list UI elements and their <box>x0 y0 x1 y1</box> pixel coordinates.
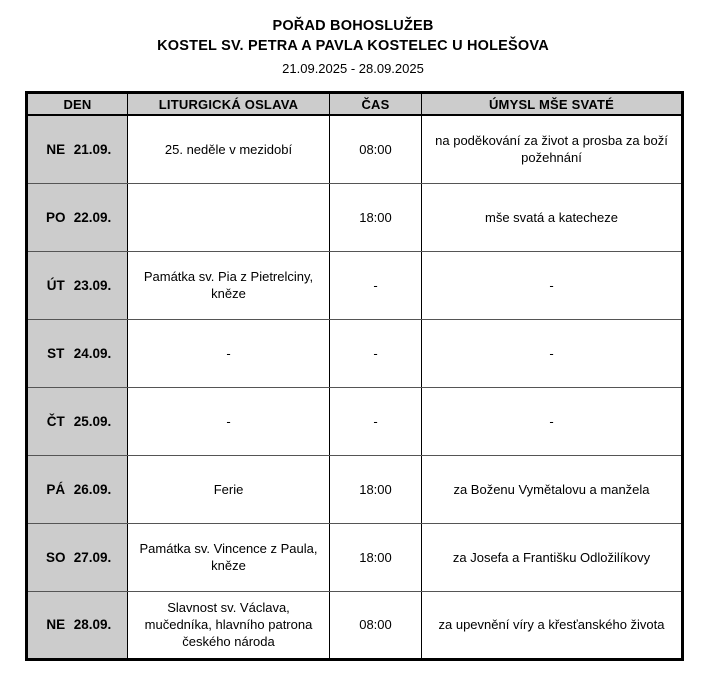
cell-day: ČT 25.09. <box>26 387 128 456</box>
cell-liturgical-celebration: - <box>127 319 330 388</box>
cell-liturgical-celebration: 25. neděle v mezidobí <box>127 115 330 184</box>
cell-day: ÚT 23.09. <box>26 251 128 320</box>
cell-day: ST 24.09. <box>26 319 128 388</box>
day-of-week: NE <box>46 141 66 157</box>
date-range: 21.09.2025 - 28.09.2025 <box>282 61 424 76</box>
schedule-table-container: DEN LITURGICKÁ OSLAVA ČAS ÚMYSL MŠE SVAT… <box>25 91 684 661</box>
page-subtitle-parish: KOSTEL SV. PETRA A PAVLA KOSTELEC U HOLE… <box>157 38 549 54</box>
day-of-week: PÁ <box>46 481 66 497</box>
cell-liturgical-celebration: Památka sv. Pia z Pietrelciny, kněze <box>127 251 330 320</box>
day-of-week: ČT <box>46 413 65 429</box>
cell-day: NE 21.09. <box>26 115 128 184</box>
cell-mass-intention: mše svatá a katecheze <box>421 183 683 252</box>
table-row: NE 21.09. 25. neděle v mezidobí 08:00 na pod… <box>26 115 683 184</box>
table-header: DEN LITURGICKÁ OSLAVA ČAS ÚMYSL MŠE SVAT… <box>26 92 683 116</box>
table-body: NE 21.09. 25. neděle v mezidobí 08:00 na pod… <box>26 115 683 659</box>
day-date: 26.09. <box>73 481 112 497</box>
day-of-week: SO <box>45 549 66 565</box>
table-row: ST 24.09. - - - <box>26 319 683 388</box>
cell-liturgical-celebration <box>127 183 330 252</box>
cell-time: - <box>329 387 422 456</box>
day-of-week: ÚT <box>46 277 65 293</box>
table-row: ÚT 23.09. Památka sv. Pia z Pietrelciny, k… <box>26 251 683 320</box>
table-row: ČT 25.09. - - - <box>26 387 683 456</box>
cell-liturgical-celebration: Památka sv. Vincence z Paula, kněze <box>127 523 330 592</box>
cell-time: - <box>329 319 422 388</box>
day-of-week: NE <box>46 617 66 632</box>
cell-liturgical-celebration: - <box>127 387 330 456</box>
cell-mass-intention: - <box>421 387 683 456</box>
document-header: POŘAD BOHOSLUŽEB KOSTEL SV. PETRA A PAVL… <box>0 0 706 79</box>
cell-day: SO 27.09. <box>26 523 128 592</box>
table-row: NE 28.09. Slavnost sv. Václava, mučedníka,… <box>26 591 683 659</box>
column-header-liturgicka-oslava: LITURGICKÁ OSLAVA <box>127 92 330 116</box>
table-header-row: DEN LITURGICKÁ OSLAVA ČAS ÚMYSL MŠE SVAT… <box>26 92 683 116</box>
cell-liturgical-celebration: Ferie <box>127 455 330 524</box>
column-header-umysl-mse-svate: ÚMYSL MŠE SVATÉ <box>421 92 683 116</box>
page-title: POŘAD BOHOSLUŽEB <box>272 18 434 34</box>
day-of-week: ST <box>47 345 65 361</box>
day-date: 27.09. <box>73 549 112 565</box>
mass-schedule-table: DEN LITURGICKÁ OSLAVA ČAS ÚMYSL MŠE SVAT… <box>25 91 684 661</box>
cell-time: 08:00 <box>329 591 422 659</box>
day-date: 23.09. <box>73 277 112 293</box>
cell-time: 18:00 <box>329 523 422 592</box>
day-date: 24.09. <box>73 345 112 361</box>
cell-mass-intention: za Josefa a Františku Odložilíkovy <box>421 523 683 592</box>
cell-mass-intention: za upevnění víry a křesťanského života <box>438 617 665 632</box>
day-date: 25.09. <box>73 413 112 429</box>
table-row: SO 27.09. Památka sv. Vincence z Paula, kn… <box>26 523 683 592</box>
column-header-den: DEN <box>26 92 128 116</box>
cell-day: NE 28.09. <box>26 591 128 659</box>
cell-mass-intention: - <box>421 251 683 320</box>
table-row: PÁ 26.09. Ferie 18:00 za Boženu Vymětalovu a… <box>26 455 683 524</box>
cell-day: PÁ 26.09. <box>26 455 128 524</box>
column-header-cas: ČAS <box>329 92 422 116</box>
cell-time: 18:00 <box>329 455 422 524</box>
cell-time: 08:00 <box>329 115 422 184</box>
cell-day: PO 22.09. <box>26 183 128 252</box>
cell-time: - <box>329 251 422 320</box>
cell-liturgical-celebration: Slavnost sv. Václava, mučedníka, hlavníh… <box>127 591 330 659</box>
table-row: PO 22.09. 18:00 mše svatá a katecheze <box>26 183 683 252</box>
day-date: 22.09. <box>73 209 112 225</box>
day-of-week: PO <box>45 209 66 225</box>
cell-mass-intention: za Boženu Vymětalovu a manžela <box>421 455 683 524</box>
cell-mass-intention: na poděkování za život a prosba za boží … <box>421 115 683 184</box>
day-date: 21.09. <box>73 141 112 157</box>
cell-mass-intention: - <box>421 319 683 388</box>
day-date: 28.09. <box>73 617 112 632</box>
cell-time: 18:00 <box>329 183 422 252</box>
